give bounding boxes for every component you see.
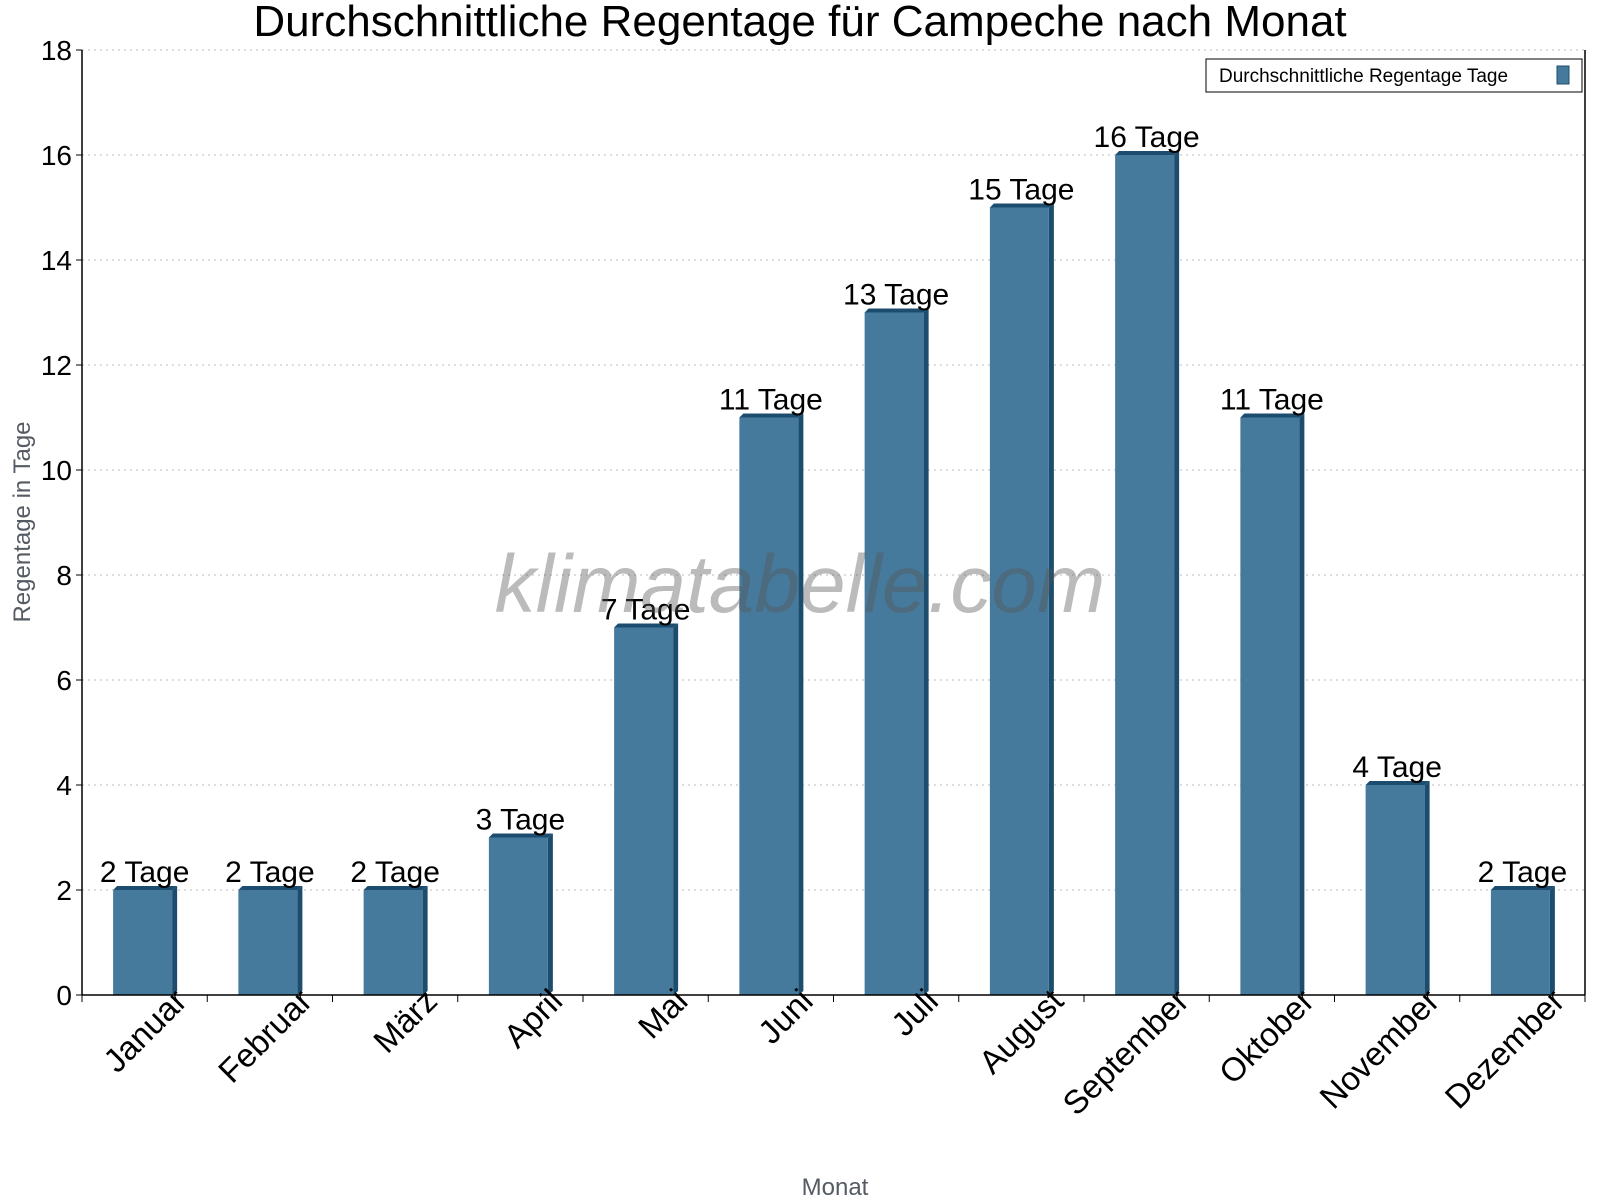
data-label: 2 Tage [1478,856,1568,889]
watermark: klimatabelle.com [495,539,1106,630]
bar-top [864,308,929,313]
bar-top [739,413,804,418]
bar-side [422,886,428,995]
bars [113,151,1555,995]
x-tick-label: Februar [211,982,319,1090]
data-label: 2 Tage [100,856,190,889]
chart-title: Durchschnittliche Regentage für Campeche… [253,0,1346,46]
bar-side [172,886,178,995]
bar-top [1365,781,1430,785]
y-tick-label: 18 [41,35,72,66]
y-tick-label: 4 [56,770,72,801]
bar-side [673,623,679,995]
bar-side [547,833,553,995]
bar-side [923,308,929,995]
bar-top [488,833,553,838]
bar [989,207,1049,995]
bar [1115,155,1175,995]
x-tick-label: August [972,982,1071,1081]
data-label: 2 Tage [225,856,315,889]
bar-side [1174,151,1180,995]
data-label: 7 Tage [601,594,691,627]
bar-top [113,886,178,890]
bar [488,837,548,995]
bar [238,890,298,995]
bar-top [614,623,679,628]
bar-top [1115,151,1180,155]
x-tick-label: Oktober [1212,982,1321,1091]
data-label: 13 Tage [843,279,949,312]
bar-top [989,203,1054,208]
bar-side [1048,203,1054,995]
x-tick-label: September [1055,982,1195,1122]
legend-label: Durchschnittliche Regentage Tage [1219,66,1508,87]
bar-top [238,886,303,890]
y-tick-label: 8 [56,560,72,591]
x-tick-label: Dezember [1438,982,1572,1116]
y-tick-label: 0 [56,980,72,1011]
y-tick-label: 12 [41,350,72,381]
data-label: 3 Tage [476,804,566,837]
data-label: 2 Tage [350,856,440,889]
legend-box [1205,58,1583,93]
y-tick-label: 14 [41,245,72,276]
data-label: 11 Tage [719,384,823,417]
bar-top [363,886,428,890]
data-labels: 2 Tage 2 Tage 2 Tage 3 Tage 7 Tage 11 Tage 13 … [100,121,1567,889]
bar-top [1240,413,1305,418]
y-axis-label: Regentage in Tage [9,421,36,622]
legend: Durchschnittliche Regentage Tage [1205,58,1583,93]
bar-side [1424,781,1430,995]
y-tick-label: 6 [56,665,72,696]
bar-side [1299,413,1305,995]
y-tick-label: 10 [41,455,72,486]
bar [1490,890,1550,995]
data-label: 4 Tage [1352,751,1442,784]
x-tick-label: November [1312,982,1446,1116]
x-axis-label: Monat [802,1174,869,1200]
data-label: 11 Tage [1220,384,1324,417]
bar-top [1490,886,1555,890]
bar [864,312,924,995]
bar [113,890,173,995]
bar-side [798,413,804,995]
bar [739,417,799,995]
x-tick-label: Januar [96,982,194,1080]
bar [614,627,674,995]
y-tick-label: 2 [56,875,72,906]
data-label: 15 Tage [968,174,1074,207]
bar [1365,785,1425,995]
bar-side [297,886,303,995]
data-label: 16 Tage [1094,121,1200,154]
y-tick-label: 16 [41,140,72,171]
gridlines [82,49,1585,891]
bar [363,890,423,995]
bar [1240,417,1300,995]
legend-swatch [1556,65,1570,85]
bar-side [1549,886,1555,995]
